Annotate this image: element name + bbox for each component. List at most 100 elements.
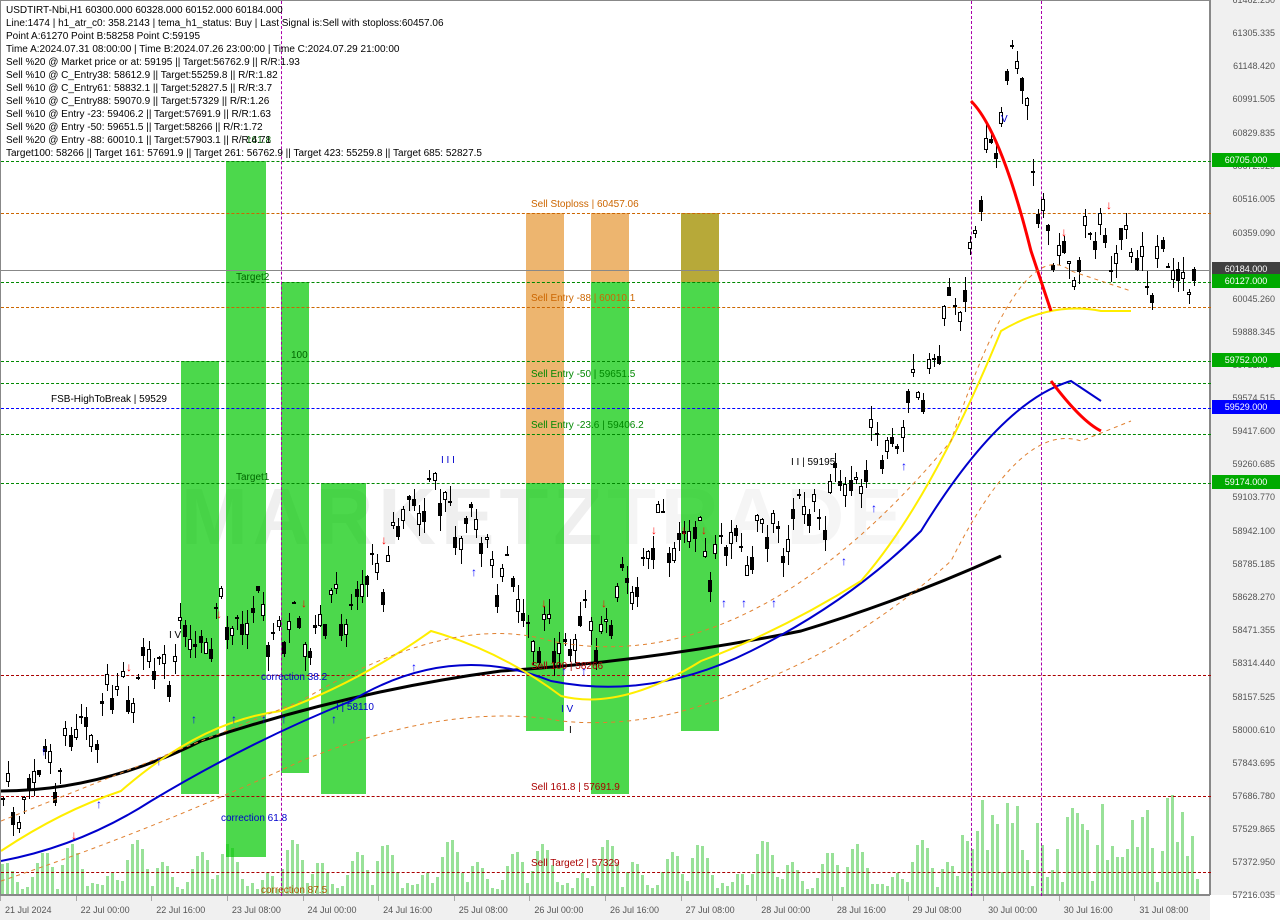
info-line: Sell %20 @ Entry -88: 60010.1 || Target:…: [6, 134, 482, 147]
ma-line: [971, 101, 1051, 311]
annotation-text: V: [1001, 114, 1008, 125]
annotation-text: correction 61.8: [221, 813, 287, 824]
chart-header-info: USDTIRT-Nbi,H1 60300.000 60328.000 60152…: [6, 4, 482, 160]
y-axis-label: 57686.780: [1232, 791, 1275, 801]
x-axis-label: 27 Jul 08:00: [686, 905, 735, 915]
arrow-down-icon: ↓: [681, 523, 687, 537]
x-axis-label: 25 Jul 08:00: [459, 905, 508, 915]
y-axis-label: 61462.250: [1232, 0, 1275, 5]
y-axis-label: 58942.100: [1232, 526, 1275, 536]
info-line: Line:1474 | h1_atr_c0: 358.2143 | tema_h…: [6, 17, 482, 30]
annotation-text: Target1: [236, 472, 269, 483]
arrow-down-icon: ↓: [651, 523, 657, 537]
x-axis-label: 30 Jul 16:00: [1064, 905, 1113, 915]
y-axis-label: 59260.685: [1232, 459, 1275, 469]
y-axis-label: 59888.345: [1232, 327, 1275, 337]
arrow-up-icon: ↑: [771, 596, 777, 610]
arrow-up-icon: ↑: [741, 596, 747, 610]
chart-area[interactable]: MARKETZTRADE USDTIRT-Nbi,H1 60300.000 60…: [0, 0, 1210, 895]
arrow-down-icon: ↓: [601, 596, 607, 610]
arrow-up-icon: ↑: [191, 712, 197, 726]
annotation-text: I: [569, 725, 572, 736]
annotation-text: correction 38.2: [261, 672, 327, 683]
info-line: Point A:61270 Point B:58258 Point C:5919…: [6, 30, 482, 43]
y-axis-label: 59417.600: [1232, 426, 1275, 436]
arrow-up-icon: ↑: [156, 754, 162, 768]
ma-line: [1, 265, 1131, 821]
x-axis-label: 30 Jul 00:00: [988, 905, 1037, 915]
info-line: Sell %10 @ C_Entry61: 58832.1 || Target:…: [6, 82, 482, 95]
info-line: Sell %20 @ Entry -50: 59651.5 || Target:…: [6, 121, 482, 134]
arrow-up-icon: ↑: [281, 712, 287, 726]
x-axis-label: 22 Jul 16:00: [156, 905, 205, 915]
x-axis-label: 28 Jul 16:00: [837, 905, 886, 915]
arrow-up-icon: ↑: [901, 459, 907, 473]
y-axis-label: 59103.770: [1232, 492, 1275, 502]
price-box: 60127.000: [1212, 274, 1280, 288]
info-line: Sell %10 @ Entry -23: 59406.2 || Target:…: [6, 108, 482, 121]
arrow-down-icon: ↓: [216, 607, 222, 621]
annotation-text: correction 87.5: [261, 885, 327, 896]
arrow-up-icon: ↑: [841, 554, 847, 568]
y-axis-label: 61148.420: [1233, 61, 1275, 71]
arrow-down-icon: ↓: [1061, 225, 1067, 239]
arrow-down-icon: ↓: [126, 660, 132, 674]
line-label: Sell Target2 | 57329: [531, 858, 620, 869]
arrow-up-icon: ↑: [231, 712, 237, 726]
x-axis-label: 21 Jul 2024: [5, 905, 52, 915]
arrow-up-icon: ↑: [96, 797, 102, 811]
y-axis-label: 58471.355: [1232, 625, 1275, 635]
arrow-up-icon: ↑: [871, 501, 877, 515]
y-axis-label: 57216.035: [1232, 890, 1275, 900]
x-axis-label: 26 Jul 16:00: [610, 905, 659, 915]
x-axis-label: 24 Jul 16:00: [383, 905, 432, 915]
arrow-down-icon: ↓: [541, 596, 547, 610]
arrow-down-icon: ↓: [71, 828, 77, 842]
info-line: Sell %10 @ C_Entry38: 58612.9 || Target:…: [6, 69, 482, 82]
annotation-text: Target2: [236, 272, 269, 283]
y-axis-label: 58314.440: [1232, 658, 1275, 668]
arrow-down-icon: ↓: [701, 523, 707, 537]
arrow-up-icon: ↑: [261, 712, 267, 726]
arrow-up-icon: ↑: [41, 744, 47, 758]
y-axis-label: 60991.505: [1232, 94, 1275, 104]
line-label: Sell Entry -23.6 | 59406.2: [531, 420, 644, 431]
annotation-text: I I | 59195: [791, 457, 835, 468]
ma-line: [1051, 381, 1101, 431]
price-box: 59174.000: [1212, 475, 1280, 489]
x-axis: 21 Jul 2024 22 Jul 00:00 22 Jul 16:00 23 Ju…: [0, 895, 1210, 920]
x-axis-label: 26 Jul 00:00: [534, 905, 583, 915]
price-box: 59529.000: [1212, 400, 1280, 414]
x-axis-label: 23 Jul 08:00: [232, 905, 281, 915]
arrow-up-icon: ↑: [411, 660, 417, 674]
x-axis-label: 24 Jul 00:00: [308, 905, 357, 915]
ma-line: [1, 309, 1131, 852]
y-axis-label: 60829.835: [1232, 128, 1275, 138]
line-label: Sell Stoploss | 60457.06: [531, 199, 639, 210]
ma-line: [1, 421, 1131, 881]
line-label: Sell 161.8 | 57691.9: [531, 782, 620, 793]
y-axis-label: 58157.525: [1232, 692, 1275, 702]
y-axis-label: 61305.335: [1232, 28, 1275, 38]
arrow-down-icon: ↓: [1106, 198, 1112, 212]
y-axis-label: 58785.185: [1232, 559, 1275, 569]
y-axis-label: 60516.005: [1232, 194, 1275, 204]
line-label: Sell Entry -50 | 59651.5: [531, 369, 635, 380]
line-label: FSB-HighToBreak | 59529: [51, 394, 167, 405]
y-axis-label: 57372.950: [1232, 857, 1275, 867]
y-axis-label: 60359.090: [1232, 228, 1275, 238]
arrow-up-icon: ↑: [721, 596, 727, 610]
arrow-up-icon: ↑: [331, 712, 337, 726]
line-label: Sell Entry -88 | 60010.1: [531, 293, 635, 304]
chart-container: MARKETZTRADE USDTIRT-Nbi,H1 60300.000 60…: [0, 0, 1280, 920]
info-line: Target100: 58266 || Target 161: 57691.9 …: [6, 147, 482, 160]
info-line: Sell %20 @ Market price or at: 59195 || …: [6, 56, 482, 69]
annotation-text: I I I: [441, 455, 455, 466]
info-line: Time A:2024.07.31 08:00:00 | Time B:2024…: [6, 43, 482, 56]
annotation-text: 100: [291, 350, 308, 361]
x-axis-label: 22 Jul 00:00: [81, 905, 130, 915]
arrow-up-icon: ↑: [471, 565, 477, 579]
x-axis-label: 29 Jul 08:00: [913, 905, 962, 915]
price-box: 60705.000: [1212, 153, 1280, 167]
info-line: Sell %10 @ C_Entry88: 59070.9 || Target:…: [6, 95, 482, 108]
